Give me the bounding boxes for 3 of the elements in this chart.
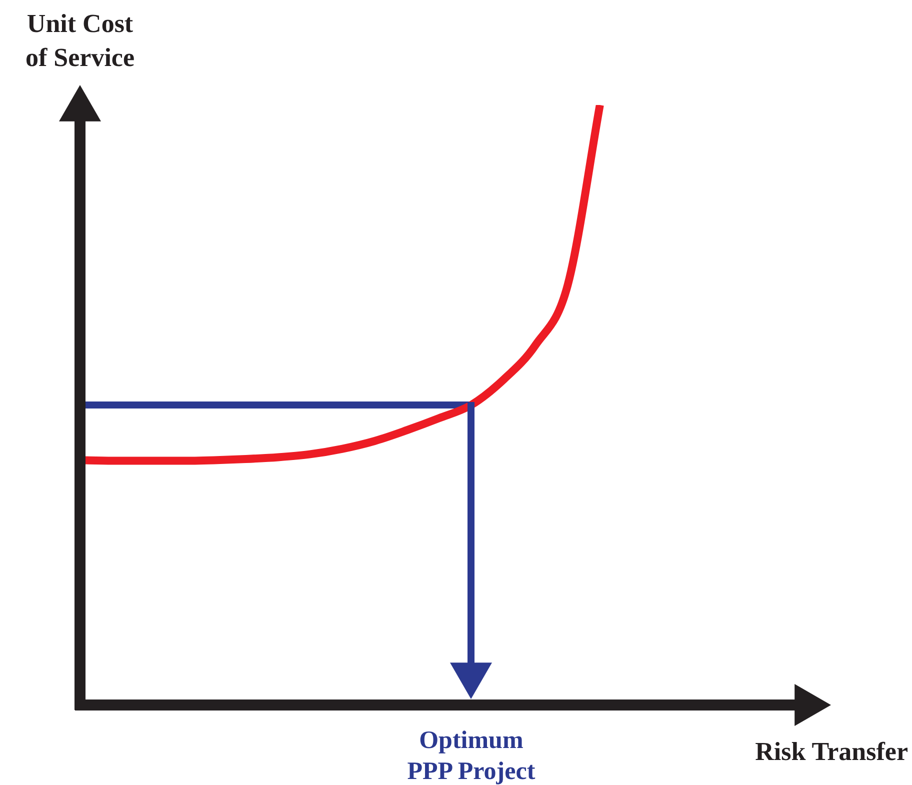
y-axis-title: Unit Cost of Service [25, 9, 135, 72]
text: Optimum PPP Project [407, 727, 536, 785]
x-axis-title: Risk Transfer [755, 737, 908, 766]
